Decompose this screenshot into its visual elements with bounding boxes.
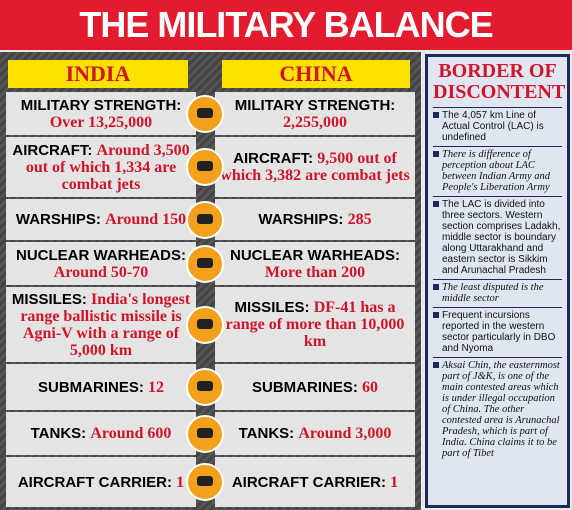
row-value: Over 13,25,000 (49, 113, 153, 131)
sidebar-item: There is difference of perception about … (433, 146, 562, 196)
row-label: MISSILES: (234, 299, 310, 316)
cell-text: AIRCRAFT CARRIER: 1 (232, 474, 398, 491)
icon (186, 368, 224, 406)
row-value: Around 600 (90, 425, 172, 442)
row-cell: WARSHIPS: Around 150 (6, 199, 196, 240)
cell-text: NUCLEAR WARHEADS: Around 50-70 (10, 247, 192, 281)
row-cell: NUCLEAR WARHEADS: Around 50-70 (6, 242, 196, 285)
row-label: AIRCRAFT: (12, 141, 93, 159)
cell-text: SUBMARINES: 60 (252, 379, 378, 396)
icon (186, 305, 224, 344)
row-cell: TANKS: Around 600 (6, 412, 196, 455)
row-value: 1 (390, 473, 399, 491)
row-value: 9,500 out of which 3,382 are combat jets (220, 150, 410, 184)
row-cell: MISSILES: India's longest range ballisti… (6, 287, 196, 362)
sidebar-item: Aksai Chin, the easternmost part of J&K,… (433, 357, 562, 462)
row-cell: MILITARY STRENGTH: Over 13,25,000 (6, 92, 196, 135)
row-label: NUCLEAR WARHEADS: (230, 246, 400, 264)
row-cell: TANKS: Around 3,000 (215, 412, 415, 455)
icon (186, 463, 224, 501)
icon (186, 200, 224, 239)
cell-text: MISSILES: India's longest range ballisti… (10, 291, 192, 359)
row-label: TANKS: (30, 425, 87, 442)
sidebar: BORDER OF DISCONTENT The 4,057 km Line o… (425, 54, 570, 508)
cell-text: MISSILES: DF-41 has a range of more than… (219, 299, 411, 350)
icon (186, 414, 224, 453)
row-value: 1 (176, 473, 185, 491)
cell-text: AIRCRAFT: Around 3,500 out of which 1,33… (10, 142, 192, 193)
row-cell: AIRCRAFT: 9,500 out of which 3,382 are c… (215, 137, 415, 197)
sidebar-item: Frequent incursions reported in the west… (433, 307, 562, 357)
cell-text: AIRCRAFT: 9,500 out of which 3,382 are c… (219, 150, 411, 184)
row-label: TANKS: (238, 425, 295, 442)
row-label: WARSHIPS: (15, 211, 101, 228)
row-label: MILITARY STRENGTH: (234, 96, 396, 114)
row-value: 60 (362, 378, 378, 396)
sidebar-title: BORDER OF DISCONTENT (433, 60, 566, 103)
row-value: India's longest range ballistic missile … (20, 290, 191, 359)
cell-text: MILITARY STRENGTH: Over 13,25,000 (10, 97, 192, 131)
row-cell: AIRCRAFT CARRIER: 1 (215, 457, 415, 507)
row-value: More than 200 (264, 263, 366, 281)
row-label: SUBMARINES: (37, 378, 144, 396)
cell-text: SUBMARINES: 12 (38, 379, 164, 396)
row-label: AIRCRAFT: (233, 150, 314, 167)
row-label: MISSILES: (11, 290, 87, 308)
cell-text: AIRCRAFT CARRIER: 1 (18, 474, 184, 491)
row-cell: AIRCRAFT CARRIER: 1 (6, 457, 196, 507)
cell-text: WARSHIPS: Around 150 (16, 211, 186, 228)
sidebar-item: The least disputed is the middle sector (433, 279, 562, 307)
row-label: AIRCRAFT CARRIER: (231, 473, 386, 491)
row-label: WARSHIPS: (258, 211, 344, 228)
row-cell: AIRCRAFT: Around 3,500 out of which 1,33… (6, 137, 196, 197)
row-cell: MILITARY STRENGTH: 2,255,000 (215, 92, 415, 135)
sidebar-item: The 4,057 km Line of Actual Control (LAC… (433, 107, 562, 146)
icon (186, 148, 224, 186)
icon (186, 244, 224, 283)
row-value: Around 150 (105, 211, 187, 228)
row-value: Around 50-70 (53, 263, 149, 281)
column-header: INDIA (8, 60, 188, 88)
title: THE MILITARY BALANCE (0, 0, 572, 50)
cell-text: WARSHIPS: 285 (258, 211, 371, 228)
row-cell: NUCLEAR WARHEADS: More than 200 (215, 242, 415, 285)
sidebar-item: The LAC is divided into three sectors. W… (433, 196, 562, 279)
row-cell: SUBMARINES: 60 (215, 364, 415, 410)
icon (186, 94, 224, 133)
row-label: AIRCRAFT CARRIER: (17, 473, 172, 491)
row-label: SUBMARINES: (251, 378, 358, 396)
row-value: Around 3,500 out of which 1,334 are comb… (25, 141, 190, 193)
row-value: 2,255,000 (283, 113, 347, 131)
row-cell: SUBMARINES: 12 (6, 364, 196, 410)
row-cell: MISSILES: DF-41 has a range of more than… (215, 287, 415, 362)
column-header: CHINA (222, 60, 410, 88)
row-label: MILITARY STRENGTH: (20, 96, 182, 114)
row-value: Around 3,000 (298, 425, 392, 442)
cell-text: MILITARY STRENGTH: 2,255,000 (219, 97, 411, 131)
cell-text: NUCLEAR WARHEADS: More than 200 (219, 247, 411, 281)
row-cell: WARSHIPS: 285 (215, 199, 415, 240)
row-value: 12 (148, 378, 164, 396)
row-value: DF-41 has a range of more than 10,000 km (225, 299, 405, 350)
cell-text: TANKS: Around 3,000 (239, 425, 392, 442)
cell-text: TANKS: Around 600 (31, 425, 172, 442)
row-value: 285 (347, 211, 372, 228)
row-label: NUCLEAR WARHEADS: (16, 246, 186, 264)
